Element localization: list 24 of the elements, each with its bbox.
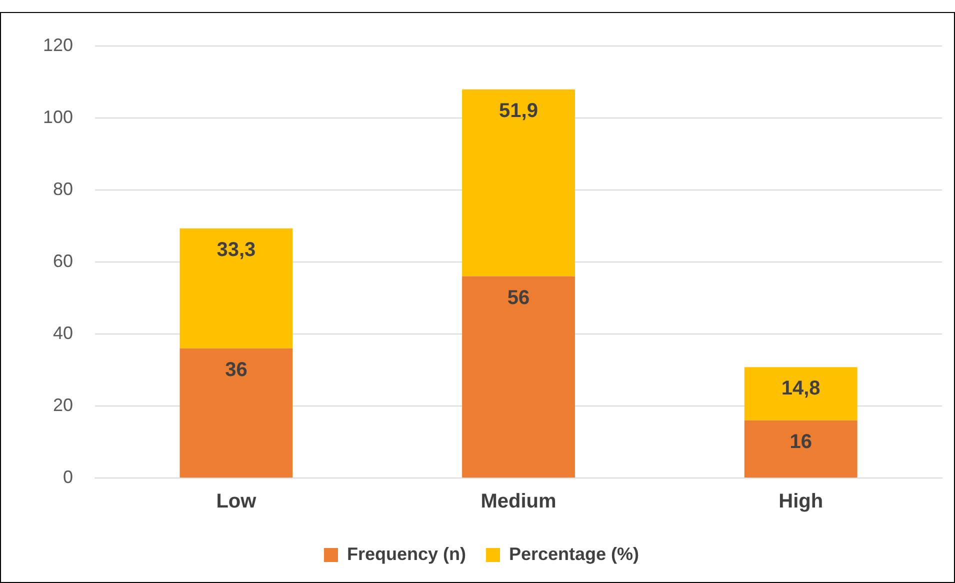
x-tick-label: Low	[216, 490, 257, 513]
bar	[744, 420, 858, 478]
y-tick-label: 20	[53, 394, 74, 415]
legend-label: Percentage (%)	[508, 544, 640, 564]
y-tick-label: 80	[53, 178, 74, 199]
bar	[744, 367, 858, 420]
bar	[180, 348, 293, 478]
legend-label: Frequency (n)	[346, 544, 466, 564]
y-tick-label: 40	[53, 322, 74, 343]
x-tick-label: Medium	[480, 490, 556, 513]
data-label: 36	[225, 358, 248, 381]
bar	[462, 89, 575, 276]
y-tick-label: 0	[63, 466, 74, 487]
bar	[180, 228, 293, 348]
x-tick-label: High	[778, 490, 824, 513]
y-tick-label: 100	[42, 106, 74, 127]
bar	[462, 276, 575, 478]
data-label: 33,3	[216, 238, 256, 261]
data-label: 51,9	[499, 100, 538, 122]
y-tick-label: 120	[42, 34, 74, 55]
data-label: 16	[790, 430, 812, 453]
data-label: 56	[507, 286, 530, 309]
y-tick-label: 60	[53, 250, 74, 271]
data-label: 14,8	[781, 378, 820, 400]
